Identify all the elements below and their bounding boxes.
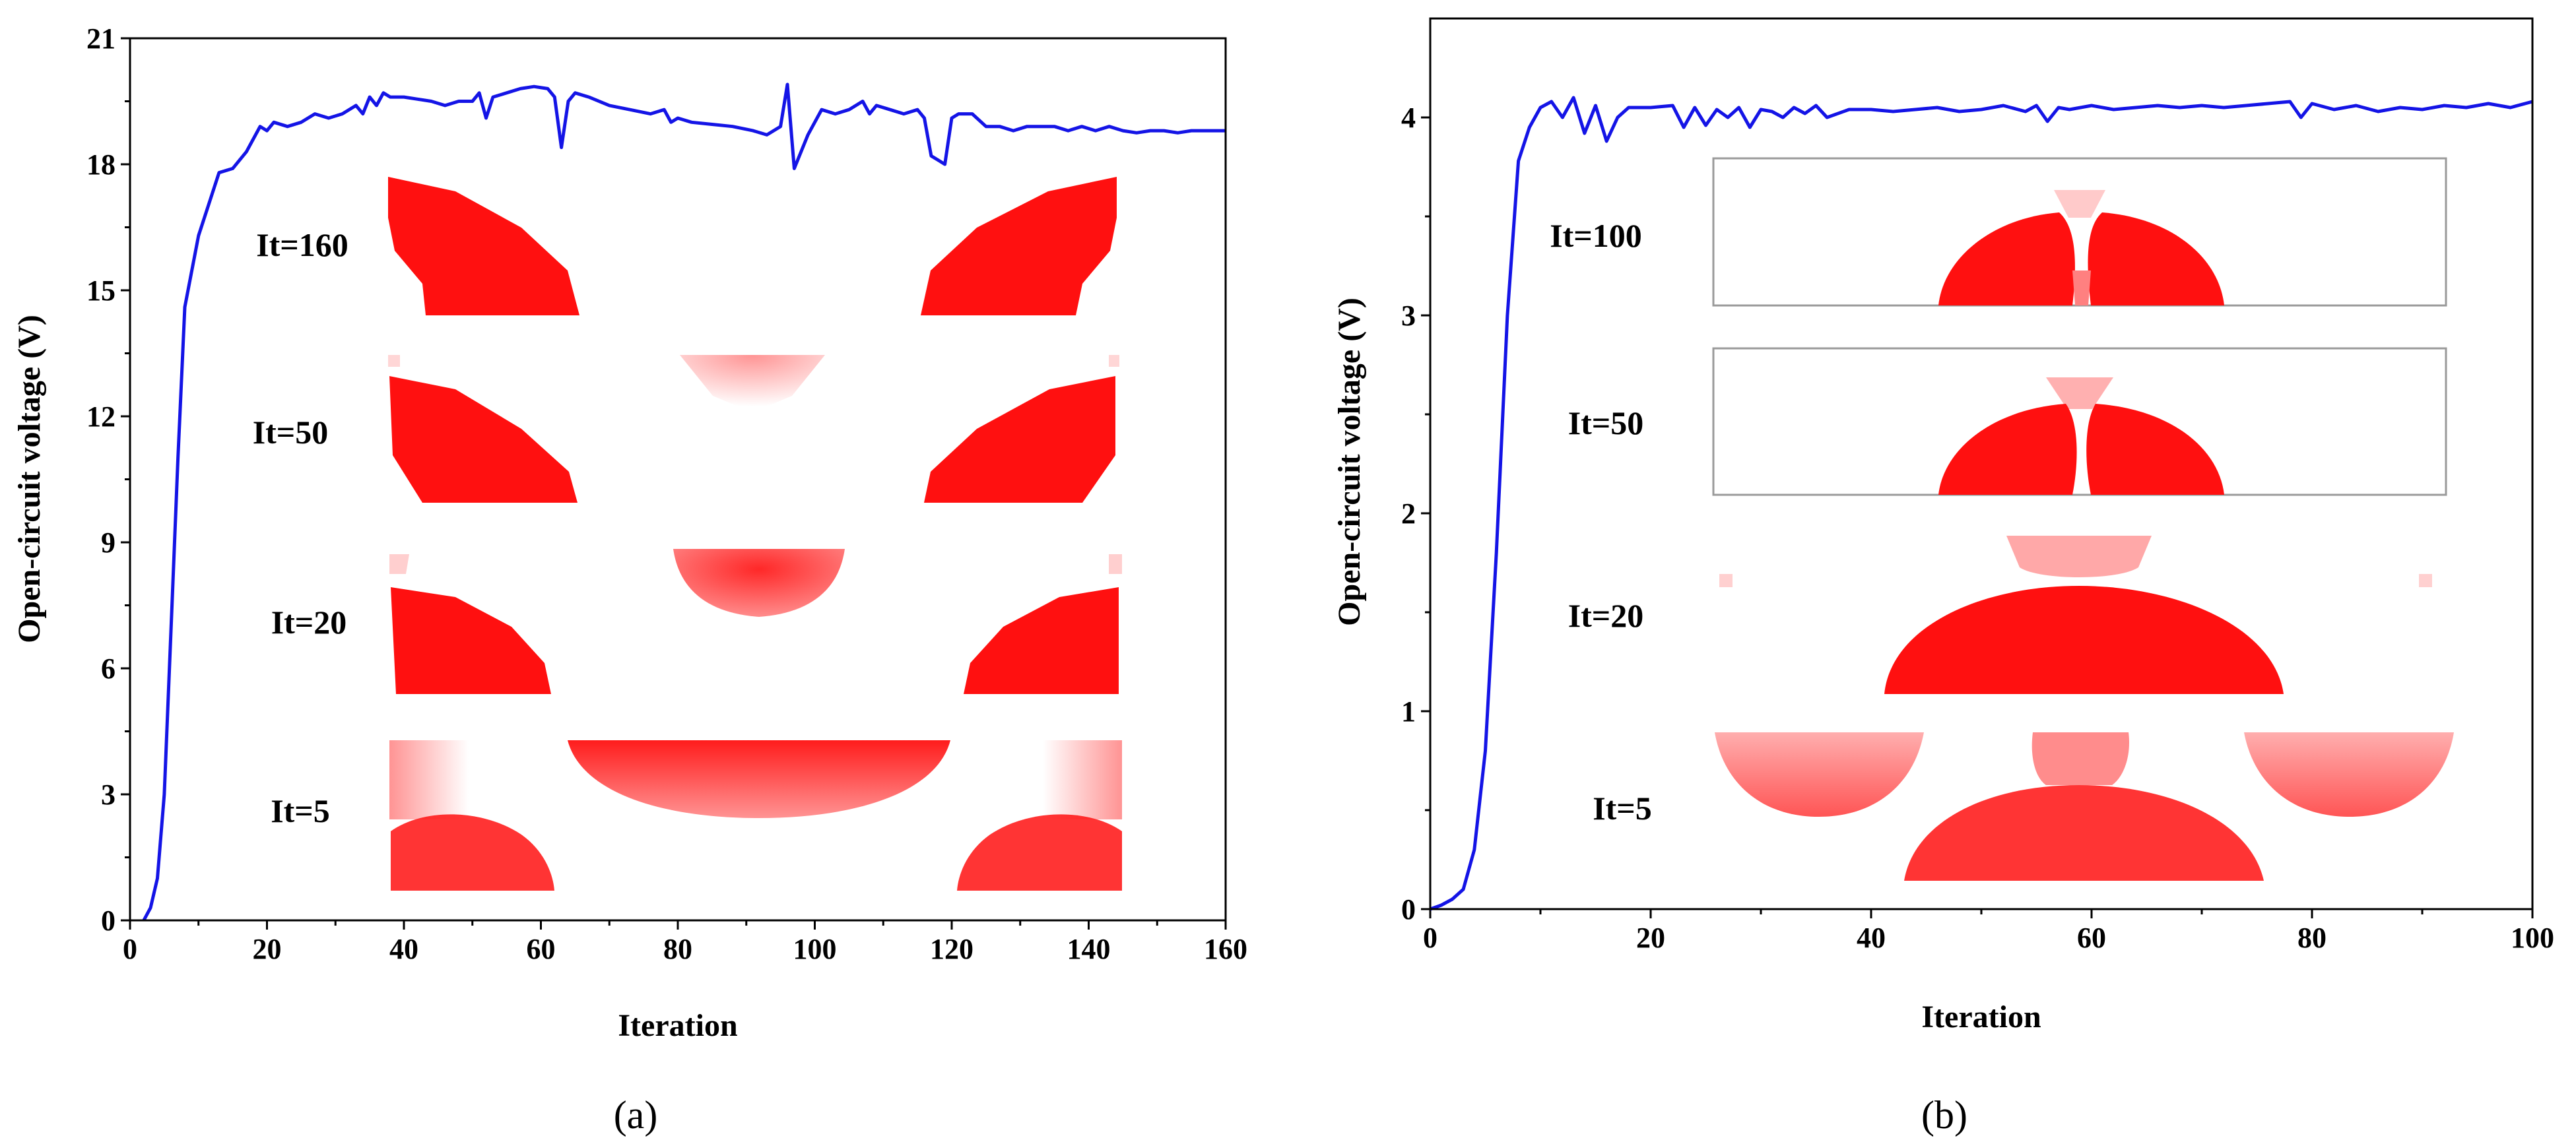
panel-label: (b) <box>1921 1093 1967 1137</box>
inset-b-4: It=5 <box>1593 732 2454 881</box>
inset-b-2: It=50 <box>1568 347 2447 496</box>
x-tick-label: 20 <box>253 933 282 965</box>
x-tick-label: 100 <box>793 933 837 965</box>
x-tick-label: 0 <box>123 933 137 965</box>
inset-a-4: It=5 <box>271 740 1122 891</box>
inset-label: It=160 <box>256 226 348 263</box>
x-tick-label: 60 <box>2077 922 2106 954</box>
x-tick-label: 0 <box>1423 922 1437 954</box>
inset-b-3: It=20 <box>1568 536 2432 694</box>
x-tick-label: 120 <box>930 933 974 965</box>
panel-label: (a) <box>614 1093 658 1137</box>
plot-frame <box>129 37 1227 922</box>
y-tick-label: 2 <box>1401 497 1416 530</box>
y-tick-label: 1 <box>1401 695 1416 728</box>
inset-a-3: It=20 <box>271 549 1122 694</box>
panel-b: It=100 It=50 It=20 <box>1332 17 2554 1137</box>
x-tick-label: 160 <box>1204 933 1247 965</box>
inset-label: It=50 <box>1568 404 1644 441</box>
inset-label: It=5 <box>1593 790 1652 827</box>
inset-b-1: It=100 <box>1550 157 2447 307</box>
panel-a: It=160 It=50 It=20 <box>12 22 1247 1137</box>
x-axis-label: Iteration <box>618 1008 737 1043</box>
voltage-line <box>142 82 1226 922</box>
x-tick-label: 60 <box>527 933 556 965</box>
x-tick-label: 40 <box>389 933 418 965</box>
y-tick-label: 12 <box>86 400 116 433</box>
y-tick-label: 15 <box>86 274 116 307</box>
y-tick-label: 3 <box>101 779 116 811</box>
x-tick-label: 80 <box>2297 922 2327 954</box>
x-axis-ticks: 0 20 40 60 80 100 <box>1423 909 2554 954</box>
y-tick-label: 21 <box>86 22 116 55</box>
y-tick-label: 0 <box>101 905 116 937</box>
y-tick-label: 0 <box>1401 893 1416 926</box>
y-axis-label: Open-circuit voltage (V) <box>12 315 47 643</box>
x-axis-ticks: 0 20 40 60 80 100 120 140 160 <box>123 920 1247 965</box>
inset-a-1: It=160 <box>256 177 1117 315</box>
inset-a-2: It=50 <box>253 355 1119 503</box>
y-tick-label: 18 <box>86 148 116 181</box>
inset-label: It=100 <box>1550 217 1642 254</box>
x-axis-label: Iteration <box>1921 1000 2041 1034</box>
x-tick-label: 80 <box>663 933 692 965</box>
x-tick-label: 140 <box>1067 933 1111 965</box>
y-tick-label: 4 <box>1401 102 1416 134</box>
x-tick-label: 20 <box>1636 922 1665 954</box>
x-tick-label: 40 <box>1857 922 1886 954</box>
plot-frame <box>1429 17 2534 910</box>
y-axis-ticks: 0 1 2 3 4 <box>1401 102 1430 926</box>
inset-label: It=20 <box>271 604 347 641</box>
y-tick-label: 9 <box>101 526 116 559</box>
inset-label: It=5 <box>271 792 330 829</box>
y-axis-ticks: 0 3 6 9 12 15 18 21 <box>86 22 130 937</box>
y-axis-label: Open-circuit voltage (V) <box>1332 298 1367 626</box>
inset-label: It=20 <box>1568 597 1644 634</box>
panel-a-insets: It=160 It=50 It=20 <box>253 177 1122 891</box>
y-tick-label: 6 <box>101 652 116 685</box>
x-tick-label: 100 <box>2511 922 2554 954</box>
panel-b-insets: It=100 It=50 It=20 <box>1550 157 2454 881</box>
voltage-line <box>1430 96 2533 911</box>
y-tick-label: 3 <box>1401 300 1416 332</box>
inset-label: It=50 <box>253 414 329 451</box>
